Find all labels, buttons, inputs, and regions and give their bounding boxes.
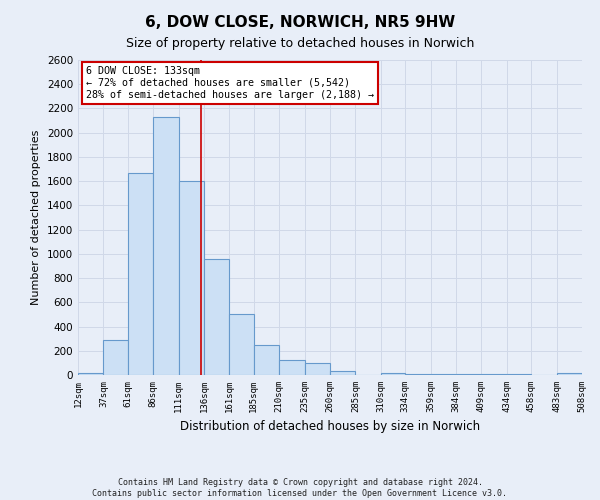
Bar [254,344,279,375]
Bar [78,372,103,375]
Bar [481,374,507,375]
Text: Contains HM Land Registry data © Crown copyright and database right 2024.
Contai: Contains HM Land Registry data © Crown c… [92,478,508,498]
Text: 6, DOW CLOSE, NORWICH, NR5 9HW: 6, DOW CLOSE, NORWICH, NR5 9HW [145,15,455,30]
Bar [128,172,153,375]
Bar [305,363,330,375]
Bar [431,374,456,375]
Text: Size of property relative to detached houses in Norwich: Size of property relative to detached ho… [126,38,474,51]
Bar [229,314,254,375]
Bar [456,374,481,375]
Bar [179,181,204,375]
Bar [330,371,355,375]
Bar [557,372,582,375]
Bar [279,360,305,375]
Bar [405,374,431,375]
Text: 6 DOW CLOSE: 133sqm
← 72% of detached houses are smaller (5,542)
28% of semi-det: 6 DOW CLOSE: 133sqm ← 72% of detached ho… [86,66,374,100]
Bar [507,374,531,375]
Bar [381,373,405,375]
Bar [153,117,179,375]
Bar [204,258,229,375]
X-axis label: Distribution of detached houses by size in Norwich: Distribution of detached houses by size … [180,420,480,434]
Y-axis label: Number of detached properties: Number of detached properties [31,130,41,305]
Bar [103,340,128,375]
